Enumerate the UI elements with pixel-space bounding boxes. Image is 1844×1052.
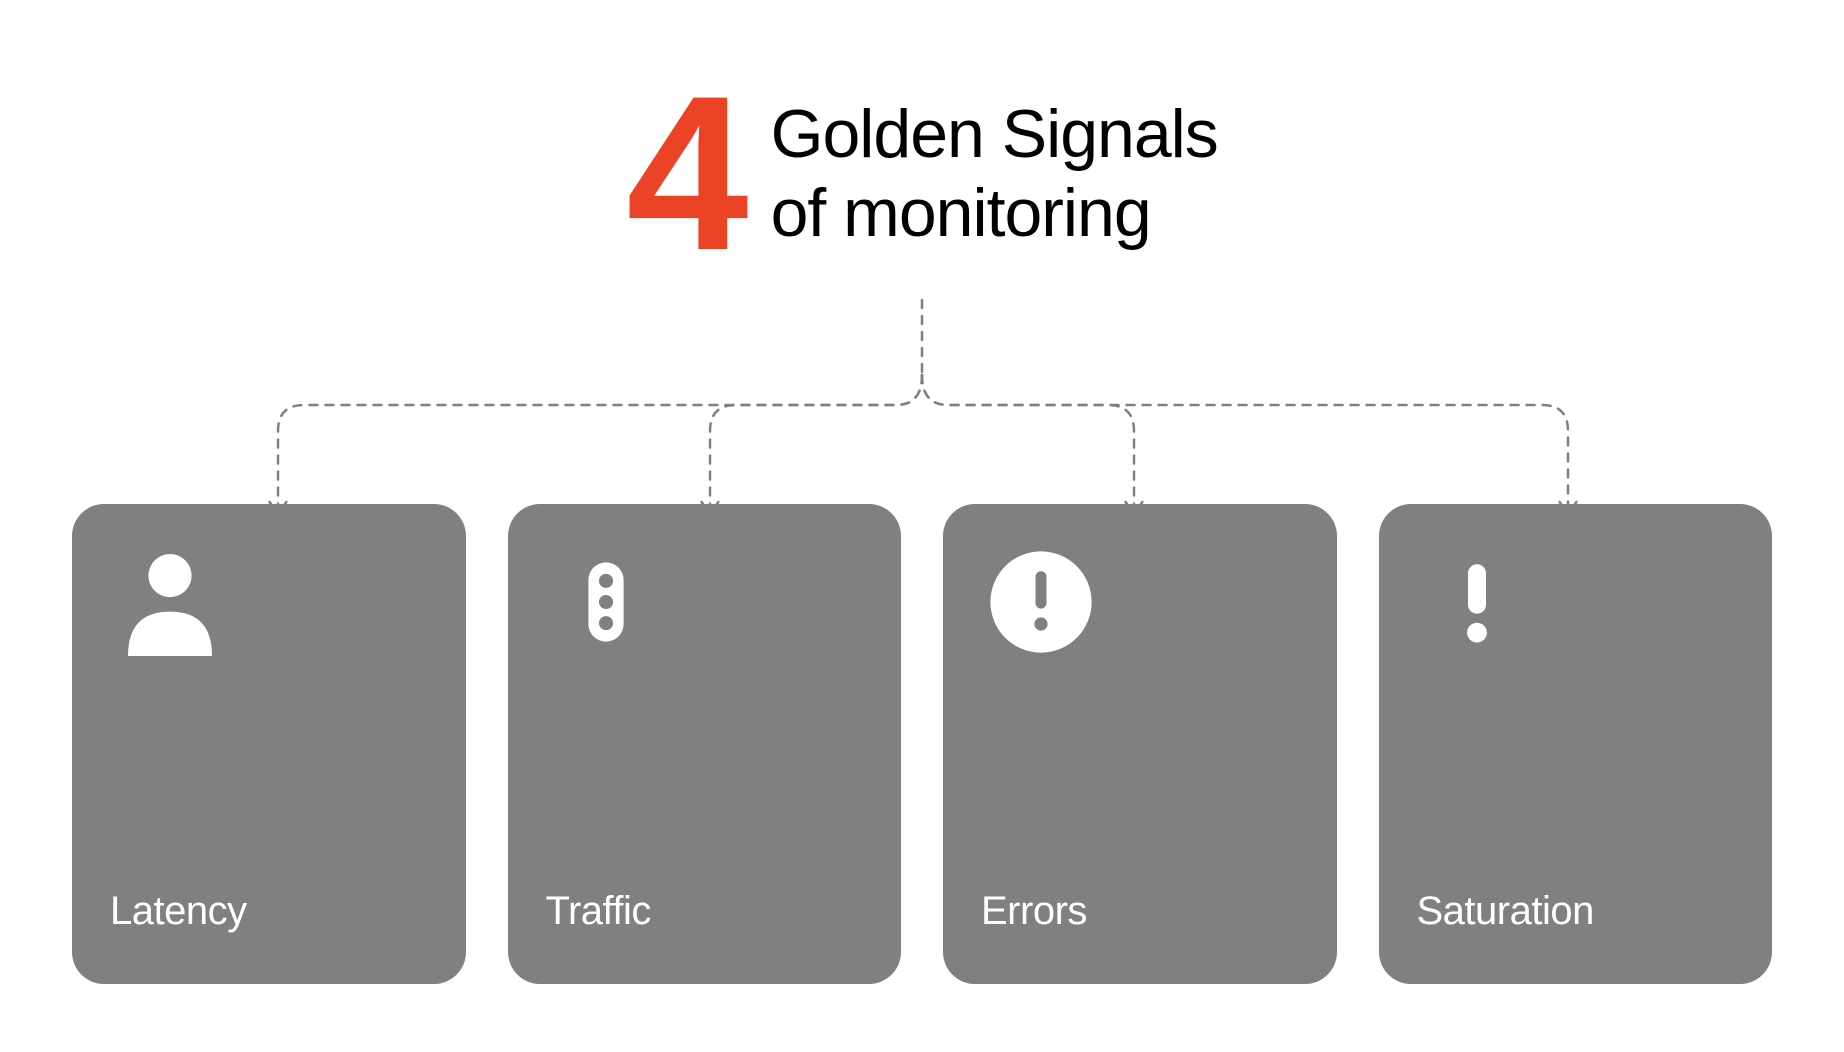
alert-circle-icon <box>986 547 1096 657</box>
card-label-traffic: Traffic <box>546 889 864 934</box>
exclaim-icon <box>1417 542 1537 662</box>
title-section: 4 Golden Signals of monitoring <box>626 80 1218 267</box>
card-errors: Errors <box>943 504 1337 984</box>
card-label-errors: Errors <box>981 889 1299 934</box>
traffic-light-icon <box>546 542 666 662</box>
title-line-2: of monitoring <box>771 174 1218 252</box>
title-text: Golden Signals of monitoring <box>771 95 1218 251</box>
card-label-saturation: Saturation <box>1417 889 1735 934</box>
diagram-container: 4 Golden Signals of monitoring Latency T… <box>0 0 1844 1052</box>
cards-row: Latency Traffic Errors Saturation <box>72 504 1772 984</box>
traffic-light-icon <box>562 547 650 657</box>
exclaim-icon <box>1432 542 1522 662</box>
card-traffic: Traffic <box>508 504 902 984</box>
title-number: 4 <box>626 80 740 267</box>
person-icon <box>110 542 230 662</box>
card-label-latency: Latency <box>110 889 428 934</box>
person-icon <box>110 542 230 662</box>
card-latency: Latency <box>72 504 466 984</box>
card-saturation: Saturation <box>1379 504 1773 984</box>
title-line-1: Golden Signals <box>771 95 1218 173</box>
alert-circle-icon <box>981 542 1101 662</box>
